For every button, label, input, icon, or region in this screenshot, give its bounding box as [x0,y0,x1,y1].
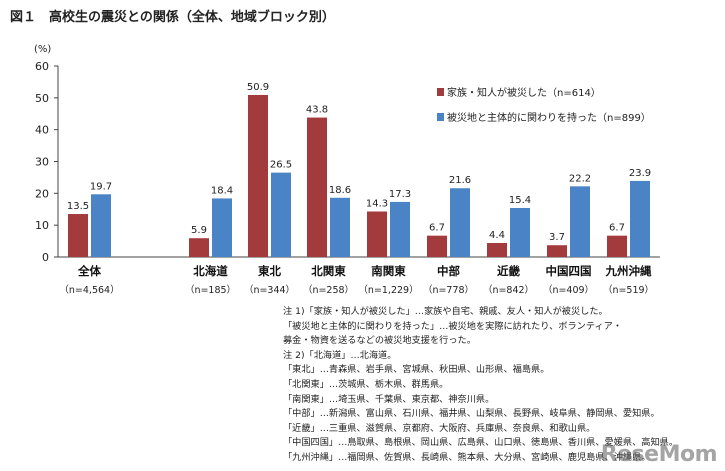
bar-family-affected [68,214,88,257]
bar-disaster-involvement [630,180,650,257]
data-label: 26.5 [270,160,292,171]
bar-disaster-involvement [390,201,410,257]
legend-label: 家族・知人が被災した（n=614） [447,86,601,99]
note-line: 「北関東」…茨城県、栃木県、群馬県。 [283,378,449,390]
x-category-n-label: （n=1,229） [358,284,418,296]
note-line: 「被災地と主体的に関わりを持った」…被災地を実際に訪れたり、ボランティア・ [283,320,623,332]
x-category-n-label: （n=258） [303,284,354,296]
x-category-n-label: （n=519） [603,284,654,296]
data-label: 19.7 [90,181,112,192]
note-line: 注 2)「北海道」…北海道。 [283,349,397,361]
data-label: 22.2 [569,173,591,184]
x-category-label: 南関東 [371,264,406,278]
note-line: 募金・物資を送るなどの被災地支援を行った。 [283,335,476,347]
bar-family-affected [487,242,507,257]
y-tick-label: 30 [35,156,49,169]
data-label: 17.3 [389,189,411,200]
data-label: 6.7 [609,223,625,234]
data-label: 14.3 [366,198,388,209]
data-label: 3.7 [549,232,565,243]
y-tick-label: 50 [35,92,49,105]
x-category-label: 中部 [437,264,460,278]
x-category-n-label: （n=778） [423,284,474,296]
x-category-n-label: （n=185） [185,284,236,296]
data-label: 21.6 [449,175,471,186]
note-line: 「南関東」…埼玉県、千葉県、東京都、神奈川県。 [283,393,495,405]
bar-disaster-involvement [510,207,530,257]
note-line: 「中国四国」…鳥取県、島根県、岡山県、広島県、山口県、徳島県、香川県、愛媛県、高… [283,437,679,449]
bar-disaster-involvement [271,172,291,257]
x-category-n-label: （n=344） [244,284,295,296]
data-label: 4.4 [489,230,505,241]
bar-disaster-involvement [91,194,111,257]
x-category-label: 全体 [77,264,101,278]
x-category-label: 北関東 [311,264,346,278]
data-label: 43.8 [306,105,328,116]
y-tick-label: 20 [35,187,49,200]
data-label: 18.6 [329,185,351,196]
figure-title: 図１ 高校生の震災との関係（全体、地域ブロック別） [10,10,335,25]
bar-family-affected [607,235,627,257]
bar-family-affected [427,235,447,257]
y-tick-label: 40 [35,124,49,137]
x-category-n-label: （n=409） [543,284,594,296]
x-category-label: 中国四国 [546,264,592,278]
x-category-label: 近畿 [497,264,520,278]
data-label: 23.9 [629,168,651,179]
x-category-n-label: （n=4,564） [59,284,119,296]
x-category-label: 東北 [258,264,281,278]
footnotes: 注 1)「家族・知人が被災した」…家族や自宅、親戚、友人・知人が被災した。 「被… [283,305,678,466]
legend-swatch [437,113,444,121]
note-line: 「東北」…青森県、岩手県、宮城県、秋田県、山形県、福島県。 [283,364,550,376]
note-line: 「近畿」…三重県、滋賀県、京都府、大阪府、兵庫県、奈良県、和歌山県。 [283,422,596,434]
x-category-label: 北海道 [193,264,228,278]
bar-family-affected [307,117,327,257]
bar-chart: 0 10 20 30 40 50 60 (%) 13.5 5.9 50.9 43.8 14.3 6.7 4.… [34,44,660,296]
bar-disaster-involvement [570,186,590,257]
data-label: 50.9 [247,82,269,93]
y-tick-label: 0 [42,251,49,264]
y-tick-label: 60 [35,60,49,73]
data-label: 13.5 [67,201,89,212]
watermark-logo: ReseMom [600,442,718,467]
legend-swatch [437,88,444,96]
bar-disaster-involvement [212,198,232,257]
y-axis-unit: (%) [34,44,51,55]
data-label: 6.7 [429,223,445,234]
bar-family-affected [547,245,567,257]
x-category-n-label: （n=842） [483,284,534,296]
y-tick-label: 10 [35,219,49,232]
bar-disaster-involvement [330,197,350,257]
bar-family-affected [189,238,209,257]
note-line: 「九州沖縄」…福岡県、佐賀県、長崎県、熊本県、大分県、宮崎県、鹿児島県、沖縄県。 [283,451,651,463]
bar-disaster-involvement [450,188,470,257]
note-line: 注 1)「家族・知人が被災した」…家族や自宅、親戚、友人・知人が被災した。 [283,306,608,317]
bar-family-affected [248,94,268,258]
note-line: 「中部」…新潟県、富山県、石川県、福井県、山梨県、長野県、岐阜県、静岡県、愛知県… [283,408,660,420]
data-label: 15.4 [509,195,531,206]
x-category-label: 九州沖縄 [605,264,652,278]
bar-family-affected [367,211,387,257]
data-label: 18.4 [211,185,233,196]
data-label: 5.9 [191,225,207,236]
legend-label: 被災地と主体的に関わりを持った（n=899） [447,111,651,124]
